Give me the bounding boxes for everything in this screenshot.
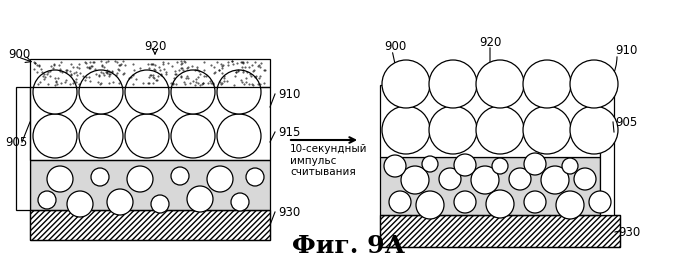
Circle shape bbox=[127, 166, 153, 192]
Circle shape bbox=[33, 114, 77, 158]
Text: 930: 930 bbox=[618, 226, 640, 238]
Circle shape bbox=[570, 60, 618, 108]
Text: 10-секундный
импульс
считывания: 10-секундный импульс считывания bbox=[290, 144, 368, 177]
Circle shape bbox=[38, 191, 56, 209]
Circle shape bbox=[171, 114, 215, 158]
Circle shape bbox=[429, 60, 477, 108]
Circle shape bbox=[524, 191, 546, 213]
Circle shape bbox=[125, 70, 169, 114]
Bar bbox=[30, 210, 270, 240]
Circle shape bbox=[217, 114, 261, 158]
Circle shape bbox=[454, 191, 476, 213]
Circle shape bbox=[382, 60, 430, 108]
Circle shape bbox=[556, 191, 584, 219]
Circle shape bbox=[439, 168, 461, 190]
Circle shape bbox=[562, 158, 578, 174]
Text: 910: 910 bbox=[278, 88, 300, 101]
Bar bbox=[30, 87, 270, 160]
Circle shape bbox=[231, 193, 249, 211]
Circle shape bbox=[523, 106, 571, 154]
Circle shape bbox=[492, 158, 508, 174]
Circle shape bbox=[476, 60, 524, 108]
Circle shape bbox=[570, 106, 618, 154]
Circle shape bbox=[524, 153, 546, 175]
Circle shape bbox=[401, 166, 429, 194]
Bar bbox=[30, 160, 270, 210]
Circle shape bbox=[416, 191, 444, 219]
Circle shape bbox=[429, 106, 477, 154]
Bar bbox=[30, 59, 270, 87]
Bar bbox=[600, 85, 614, 215]
Circle shape bbox=[217, 70, 261, 114]
Circle shape bbox=[67, 191, 93, 217]
Circle shape bbox=[47, 166, 73, 192]
Bar bbox=[16, 87, 30, 210]
Circle shape bbox=[107, 189, 133, 215]
Text: 930: 930 bbox=[278, 205, 300, 219]
Circle shape bbox=[33, 70, 77, 114]
Circle shape bbox=[523, 60, 571, 108]
Text: 910: 910 bbox=[615, 43, 637, 57]
Circle shape bbox=[389, 191, 411, 213]
Text: 920: 920 bbox=[479, 35, 501, 48]
Circle shape bbox=[246, 168, 264, 186]
Circle shape bbox=[509, 168, 531, 190]
Text: Фиг. 9А: Фиг. 9А bbox=[292, 234, 406, 258]
Circle shape bbox=[207, 166, 233, 192]
Text: 900: 900 bbox=[8, 47, 30, 61]
Circle shape bbox=[171, 167, 189, 185]
Bar bbox=[380, 215, 620, 247]
Circle shape bbox=[476, 106, 524, 154]
Bar bbox=[380, 157, 600, 215]
Circle shape bbox=[151, 195, 169, 213]
Text: 920: 920 bbox=[144, 41, 166, 53]
Circle shape bbox=[171, 70, 215, 114]
Text: 900: 900 bbox=[384, 41, 406, 53]
Circle shape bbox=[589, 191, 611, 213]
Circle shape bbox=[187, 186, 213, 212]
Circle shape bbox=[422, 156, 438, 172]
Circle shape bbox=[384, 155, 406, 177]
Text: 915: 915 bbox=[278, 125, 300, 139]
Circle shape bbox=[382, 106, 430, 154]
Circle shape bbox=[486, 190, 514, 218]
Text: 905: 905 bbox=[5, 135, 27, 149]
Circle shape bbox=[91, 168, 109, 186]
Circle shape bbox=[79, 70, 123, 114]
Bar bbox=[30, 210, 270, 240]
Text: 905: 905 bbox=[615, 116, 637, 128]
Circle shape bbox=[125, 114, 169, 158]
Circle shape bbox=[541, 166, 569, 194]
Circle shape bbox=[454, 154, 476, 176]
Circle shape bbox=[574, 168, 596, 190]
Bar bbox=[380, 215, 620, 247]
Circle shape bbox=[471, 166, 499, 194]
Bar bbox=[380, 85, 600, 157]
Circle shape bbox=[79, 114, 123, 158]
